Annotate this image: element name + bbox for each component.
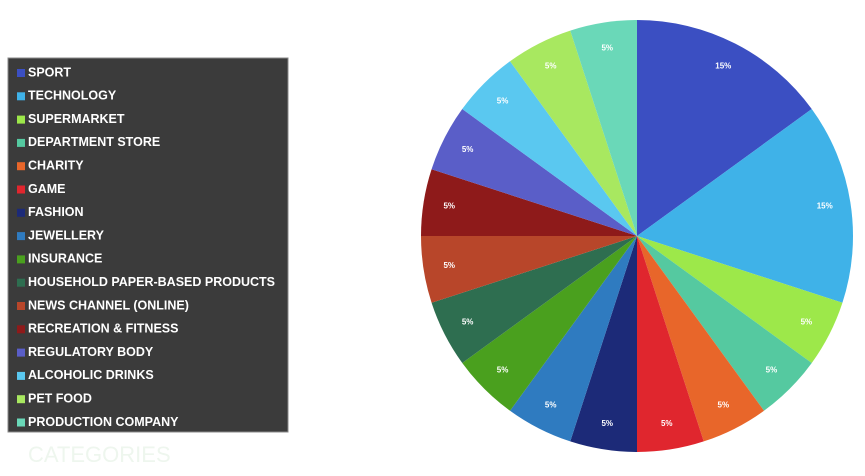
value-label: 5% bbox=[462, 145, 474, 154]
pie-slice bbox=[570, 236, 637, 452]
value-label: 5% bbox=[497, 366, 509, 375]
legend-label: RECREATION & FITNESS bbox=[28, 322, 178, 336]
value-label: 5% bbox=[601, 419, 613, 428]
legend-swatch bbox=[17, 371, 25, 380]
value-label: 5% bbox=[443, 261, 455, 270]
legend-label: INSURANCE bbox=[28, 252, 102, 266]
value-label: 15% bbox=[817, 201, 833, 210]
legend-box bbox=[7, 57, 289, 433]
value-label: 5% bbox=[462, 317, 474, 326]
value-label: 5% bbox=[601, 43, 613, 52]
legend-label: NEWS CHANNEL (ONLINE) bbox=[28, 298, 189, 312]
value-label: 5% bbox=[661, 419, 673, 428]
legend-swatch bbox=[17, 232, 25, 241]
legend-swatch bbox=[17, 395, 25, 404]
legend-swatch bbox=[17, 325, 25, 334]
pie-slice bbox=[637, 236, 812, 411]
pie-slice bbox=[510, 30, 637, 236]
value-label: 5% bbox=[443, 201, 455, 210]
legend-swatch bbox=[17, 138, 25, 147]
pie-slice bbox=[421, 169, 637, 236]
legend-swatch bbox=[17, 418, 25, 427]
legend-label: PET FOOD bbox=[28, 391, 92, 405]
legend-label: GAME bbox=[28, 182, 66, 196]
value-label: 5% bbox=[801, 317, 813, 326]
pie-slice bbox=[637, 236, 704, 452]
legend-label: CHARITY bbox=[28, 158, 84, 172]
chart-title: CATEGORIES bbox=[28, 442, 171, 467]
value-label: 15% bbox=[715, 62, 731, 71]
pie-slice bbox=[637, 236, 764, 442]
pie-slice bbox=[570, 20, 637, 236]
legend-swatch bbox=[17, 69, 25, 77]
pie-slice bbox=[421, 236, 637, 303]
value-label: 5% bbox=[497, 97, 509, 106]
legend-label: FASHION bbox=[28, 205, 84, 219]
value-label: 5% bbox=[545, 400, 557, 409]
legend-swatch bbox=[17, 92, 25, 101]
legend-swatch bbox=[17, 185, 25, 194]
legend-label: JEWELLERY bbox=[28, 228, 105, 242]
pie-slice bbox=[462, 61, 637, 236]
legend-swatch bbox=[17, 302, 25, 310]
legend-label: HOUSEHOLD PAPER-BASED PRODUCTS bbox=[28, 275, 275, 289]
pie-slice bbox=[431, 109, 637, 236]
legend-label: PRODUCTION COMPANY bbox=[28, 415, 179, 429]
legend-swatch bbox=[17, 348, 25, 357]
pie-slice bbox=[637, 109, 853, 303]
pie-slice bbox=[637, 20, 812, 236]
value-label: 5% bbox=[545, 62, 557, 71]
pie-slice bbox=[431, 236, 637, 363]
legend-label: DEPARTMENT STORE bbox=[28, 135, 160, 149]
legend-swatch bbox=[17, 115, 25, 124]
legend-swatch bbox=[17, 278, 25, 287]
legend-label: SUPERMARKET bbox=[28, 112, 125, 126]
legend-swatch bbox=[17, 208, 25, 217]
legend-label: ALCOHOLIC DRINKS bbox=[28, 368, 154, 382]
legend-label: REGULATORY BODY bbox=[28, 345, 154, 359]
pie-slice bbox=[510, 236, 637, 442]
legend-label: SPORT bbox=[28, 65, 71, 79]
pie-slice bbox=[462, 236, 637, 411]
legend-label: TECHNOLOGY bbox=[28, 89, 117, 103]
value-label: 5% bbox=[718, 400, 730, 409]
legend-swatch bbox=[17, 255, 25, 264]
pie-slice bbox=[637, 236, 843, 363]
value-label: 5% bbox=[766, 366, 778, 375]
legend-swatch bbox=[17, 162, 25, 171]
